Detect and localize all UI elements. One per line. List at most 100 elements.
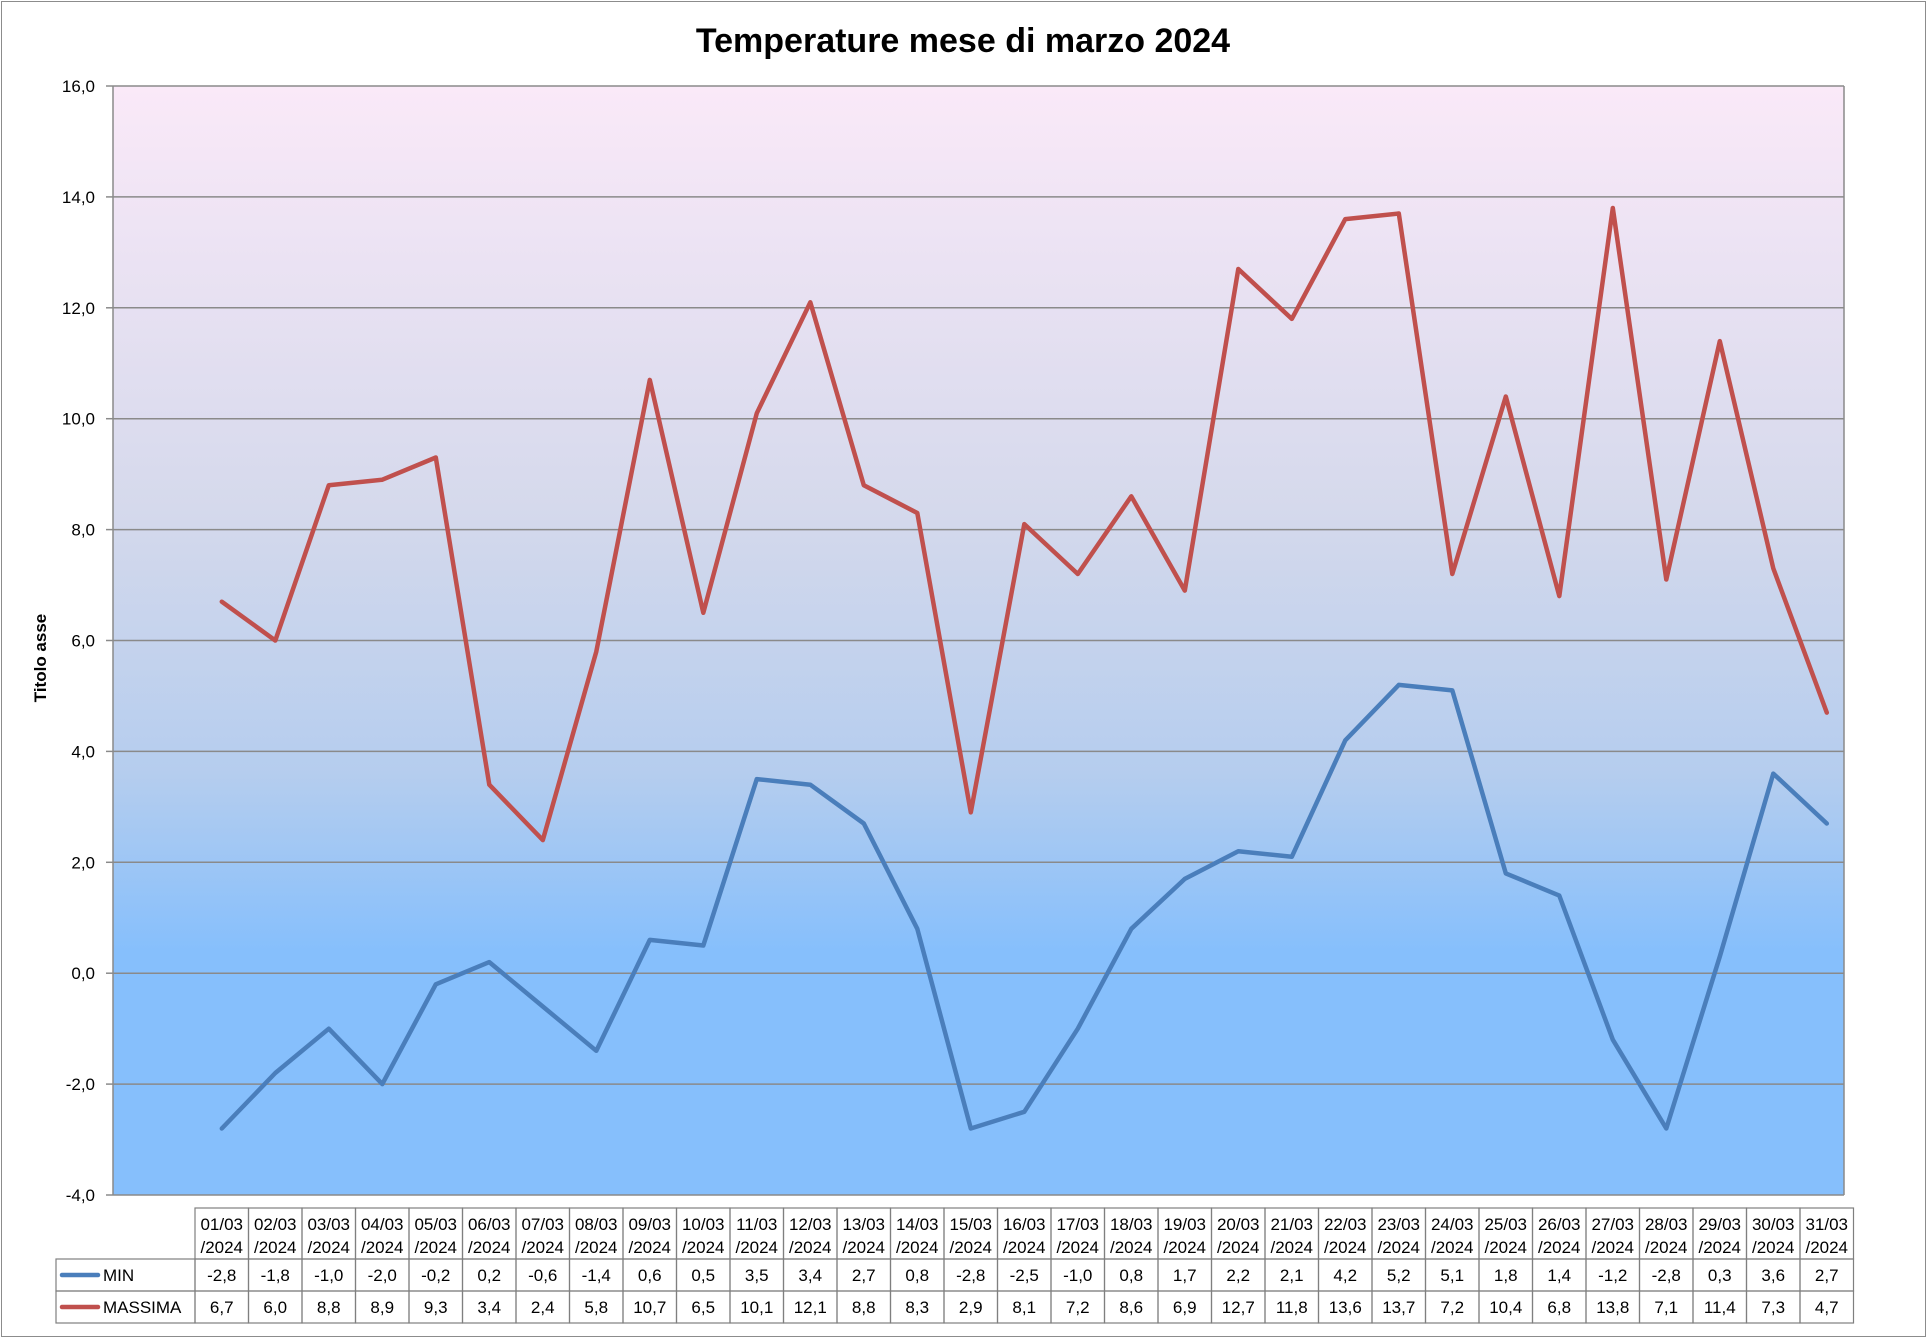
data-label: -2,8 bbox=[956, 1266, 985, 1285]
category-label: 31/03 bbox=[1805, 1215, 1848, 1234]
category-label: 28/03 bbox=[1645, 1215, 1688, 1234]
category-label: 14/03 bbox=[896, 1215, 939, 1234]
data-label: 8,6 bbox=[1119, 1298, 1143, 1317]
data-label: 8,3 bbox=[905, 1298, 929, 1317]
category-label-year: /2024 bbox=[896, 1238, 939, 1257]
y-tick-label: 12,0 bbox=[62, 299, 95, 318]
data-label: 10,1 bbox=[740, 1298, 773, 1317]
data-label: 8,1 bbox=[1012, 1298, 1036, 1317]
data-label: 1,8 bbox=[1494, 1266, 1518, 1285]
data-label: 6,5 bbox=[691, 1298, 715, 1317]
y-tick-label: 16,0 bbox=[62, 77, 95, 96]
category-label-year: /2024 bbox=[1538, 1238, 1581, 1257]
category-label-year: /2024 bbox=[1805, 1238, 1848, 1257]
category-label-year: /2024 bbox=[254, 1238, 297, 1257]
category-label: 07/03 bbox=[521, 1215, 564, 1234]
data-label: -2,8 bbox=[207, 1266, 236, 1285]
category-label-year: /2024 bbox=[1752, 1238, 1795, 1257]
data-label: 3,4 bbox=[477, 1298, 501, 1317]
data-label: 3,5 bbox=[745, 1266, 769, 1285]
data-label: 11,4 bbox=[1704, 1298, 1736, 1317]
category-label-year: /2024 bbox=[361, 1238, 404, 1257]
category-label: 01/03 bbox=[200, 1215, 243, 1234]
data-label: 8,9 bbox=[370, 1298, 394, 1317]
legend-label-massima: MASSIMA bbox=[103, 1298, 182, 1317]
category-label: 19/03 bbox=[1163, 1215, 1206, 1234]
category-label: 08/03 bbox=[575, 1215, 618, 1234]
category-label-year: /2024 bbox=[575, 1238, 618, 1257]
data-label: 13,7 bbox=[1382, 1298, 1415, 1317]
category-label: 27/03 bbox=[1591, 1215, 1634, 1234]
data-label: 4,7 bbox=[1815, 1298, 1839, 1317]
data-label: 0,6 bbox=[638, 1266, 662, 1285]
category-label: 03/03 bbox=[307, 1215, 350, 1234]
category-label-year: /2024 bbox=[468, 1238, 511, 1257]
data-label: 3,4 bbox=[798, 1266, 822, 1285]
y-tick-label: 10,0 bbox=[62, 410, 95, 429]
category-label-year: /2024 bbox=[1324, 1238, 1367, 1257]
category-label-year: /2024 bbox=[789, 1238, 832, 1257]
category-label-year: /2024 bbox=[1377, 1238, 1420, 1257]
data-label: 0,8 bbox=[1119, 1266, 1143, 1285]
plot-area: -4,0 -2,0 0,0 2,0 4,0 6,0 8,0 10,0 12,0 14,0 16,0 bbox=[62, 77, 1845, 1205]
data-label: 13,6 bbox=[1329, 1298, 1362, 1317]
data-label: -2,0 bbox=[368, 1266, 397, 1285]
data-label: 5,2 bbox=[1387, 1266, 1411, 1285]
legend-label-min: MIN bbox=[103, 1266, 134, 1285]
category-label: 17/03 bbox=[1056, 1215, 1099, 1234]
data-label: -1,8 bbox=[261, 1266, 290, 1285]
data-label: 6,7 bbox=[210, 1298, 234, 1317]
category-label-year: /2024 bbox=[200, 1238, 243, 1257]
data-label: 5,1 bbox=[1440, 1266, 1464, 1285]
data-label: -1,0 bbox=[314, 1266, 343, 1285]
data-label: 2,1 bbox=[1280, 1266, 1304, 1285]
data-label: 9,3 bbox=[424, 1298, 448, 1317]
category-label-year: /2024 bbox=[1484, 1238, 1527, 1257]
category-label: 02/03 bbox=[254, 1215, 297, 1234]
data-label: 2,7 bbox=[852, 1266, 876, 1285]
data-label: 13,8 bbox=[1596, 1298, 1629, 1317]
data-label: 7,1 bbox=[1654, 1298, 1678, 1317]
data-label: 2,2 bbox=[1226, 1266, 1250, 1285]
data-label: 6,0 bbox=[263, 1298, 287, 1317]
data-label: -1,4 bbox=[582, 1266, 611, 1285]
category-label: 26/03 bbox=[1538, 1215, 1581, 1234]
data-label: -2,8 bbox=[1652, 1266, 1681, 1285]
category-label-year: /2024 bbox=[414, 1238, 457, 1257]
data-label: 12,7 bbox=[1222, 1298, 1255, 1317]
data-label: 0,5 bbox=[691, 1266, 715, 1285]
category-label-year: /2024 bbox=[1056, 1238, 1099, 1257]
category-label: 20/03 bbox=[1217, 1215, 1260, 1234]
data-label: 8,8 bbox=[317, 1298, 341, 1317]
data-label: 1,7 bbox=[1173, 1266, 1197, 1285]
category-label-year: /2024 bbox=[1698, 1238, 1741, 1257]
category-label: 10/03 bbox=[682, 1215, 725, 1234]
category-label: 30/03 bbox=[1752, 1215, 1795, 1234]
y-tick-label: -2,0 bbox=[66, 1075, 95, 1094]
category-label-year: /2024 bbox=[1591, 1238, 1634, 1257]
data-label: -2,5 bbox=[1010, 1266, 1039, 1285]
category-label-year: /2024 bbox=[949, 1238, 992, 1257]
data-label: 6,8 bbox=[1547, 1298, 1571, 1317]
series-line-massima bbox=[219, 205, 1830, 843]
category-label-year: /2024 bbox=[1270, 1238, 1313, 1257]
data-label: 0,8 bbox=[905, 1266, 929, 1285]
data-label: 0,2 bbox=[477, 1266, 501, 1285]
y-tick-label: -4,0 bbox=[66, 1186, 95, 1205]
category-label: 22/03 bbox=[1324, 1215, 1367, 1234]
category-label: 16/03 bbox=[1003, 1215, 1046, 1234]
data-label: -0,6 bbox=[528, 1266, 557, 1285]
category-label: 29/03 bbox=[1698, 1215, 1741, 1234]
category-label-year: /2024 bbox=[1110, 1238, 1153, 1257]
category-label: 09/03 bbox=[628, 1215, 671, 1234]
data-label: 10,7 bbox=[633, 1298, 666, 1317]
category-label: 25/03 bbox=[1484, 1215, 1527, 1234]
category-label: 21/03 bbox=[1270, 1215, 1313, 1234]
y-tick-label: 6,0 bbox=[71, 632, 95, 651]
category-label: 12/03 bbox=[789, 1215, 832, 1234]
category-label-year: /2024 bbox=[735, 1238, 778, 1257]
y-tick-label: 8,0 bbox=[71, 521, 95, 540]
data-label: -0,2 bbox=[421, 1266, 450, 1285]
y-tick-label: 2,0 bbox=[71, 853, 95, 872]
